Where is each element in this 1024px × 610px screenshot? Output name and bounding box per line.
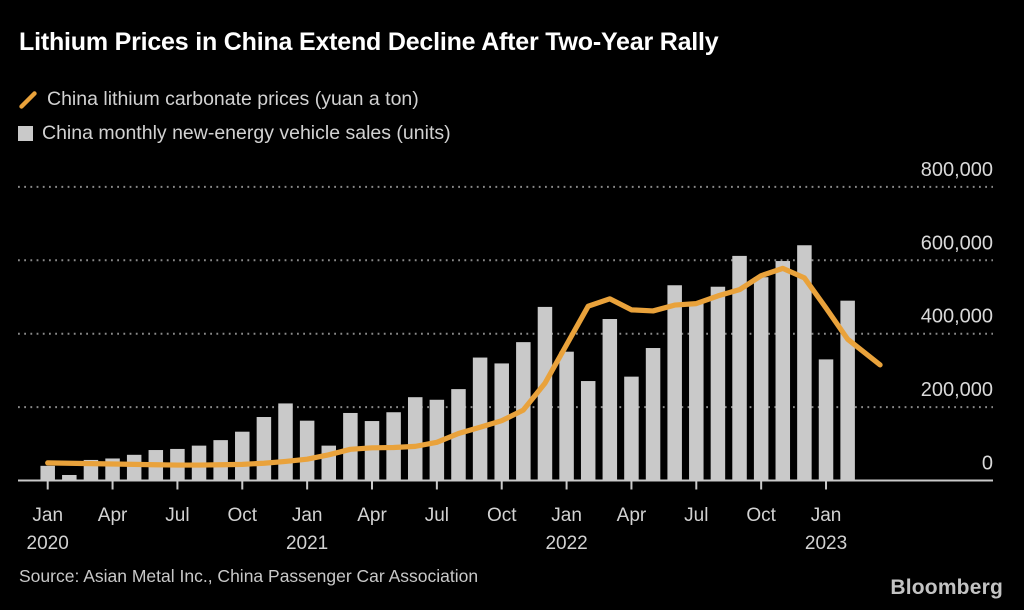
x-tick-label-Jul-30: Jul <box>684 505 708 526</box>
bar-Feb-2022 <box>580 381 596 481</box>
x-tick-label-Oct-33: Oct <box>746 505 776 526</box>
bar-series-swatch-icon <box>18 126 33 141</box>
x-tick-label-Jan-2023: Jan <box>811 505 842 526</box>
bar-Jun-2022 <box>667 285 682 481</box>
bloomberg-logo: Bloomberg <box>890 576 1003 599</box>
legend-item-nev-sales: China monthly new-energy vehicle sales (… <box>18 122 451 145</box>
y-axis-label-200000: 200,000 <box>921 379 993 401</box>
bar-Jan-2022 <box>559 351 574 481</box>
x-year-label-2023: 2023 <box>805 533 847 554</box>
bar-Sep-2022 <box>732 255 747 481</box>
y-axis-label-0: 0 <box>982 453 993 475</box>
lithium-price-line <box>45 265 883 468</box>
bar-Jan-2023 <box>818 359 834 481</box>
bar-Apr-2022 <box>624 376 639 481</box>
bar-Feb-2020 <box>62 474 77 481</box>
x-tick-label-Apr-3: Apr <box>98 505 128 526</box>
bar-Nov-2020 <box>256 417 272 481</box>
x-tick-label-Oct-9: Oct <box>227 505 257 526</box>
source-attribution: Source: Asian Metal Inc., China Passenge… <box>19 566 479 586</box>
bar-Jan-2020 <box>40 465 55 481</box>
x-year-label-2021: 2021 <box>286 533 328 554</box>
bar-Apr-2021 <box>364 421 380 481</box>
bar-Sep-2020 <box>213 440 228 481</box>
bar-Mar-2022 <box>602 319 618 481</box>
x-year-label-2022: 2022 <box>545 533 587 554</box>
x-tick-label-Apr-15: Apr <box>357 505 387 526</box>
bar-Sep-2021 <box>472 357 488 481</box>
bar-Jan-2021 <box>299 420 315 481</box>
bar-Jun-2021 <box>407 397 423 481</box>
legend-item-lithium-price: China lithium carbonate prices (yuan a t… <box>18 88 419 111</box>
legend-label-lithium-price: China lithium carbonate prices (yuan a t… <box>47 88 419 110</box>
y-axis-label-600000: 600,000 <box>921 232 993 254</box>
x-year-label-2020: 2020 <box>27 533 69 554</box>
y-axis-label-400000: 400,000 <box>921 306 993 328</box>
bar-Oct-2022 <box>753 277 769 481</box>
x-tick-label-Jan-2020: Jan <box>32 505 63 526</box>
bar-Nov-2022 <box>775 261 791 481</box>
bar-Oct-2020 <box>235 431 250 481</box>
x-tick-label-Jul-6: Jul <box>165 505 189 526</box>
line-series-slash-icon <box>19 90 37 109</box>
bar-May-2020 <box>126 454 142 481</box>
chart-title: Lithium Prices in China Extend Decline A… <box>19 28 719 56</box>
x-tick-label-Jan-2022: Jan <box>551 505 582 526</box>
bar-Feb-2023 <box>840 300 855 481</box>
bar-Dec-2020 <box>278 403 293 481</box>
bar-May-2022 <box>645 348 661 481</box>
bar-Dec-2022 <box>797 245 812 481</box>
x-tick-label-Oct-21: Oct <box>487 505 517 526</box>
x-tick-label-Jul-18: Jul <box>425 505 449 526</box>
x-tick-label-Apr-27: Apr <box>617 505 647 526</box>
y-axis-label-800000: 800,000 <box>921 159 993 181</box>
bar-Jul-2022 <box>689 302 704 481</box>
legend-label-nev-sales: China monthly new-energy vehicle sales (… <box>42 122 451 144</box>
x-tick-label-Jan-2021: Jan <box>292 505 323 526</box>
bar-Aug-2022 <box>710 286 726 481</box>
bar-Dec-2021 <box>537 306 553 481</box>
